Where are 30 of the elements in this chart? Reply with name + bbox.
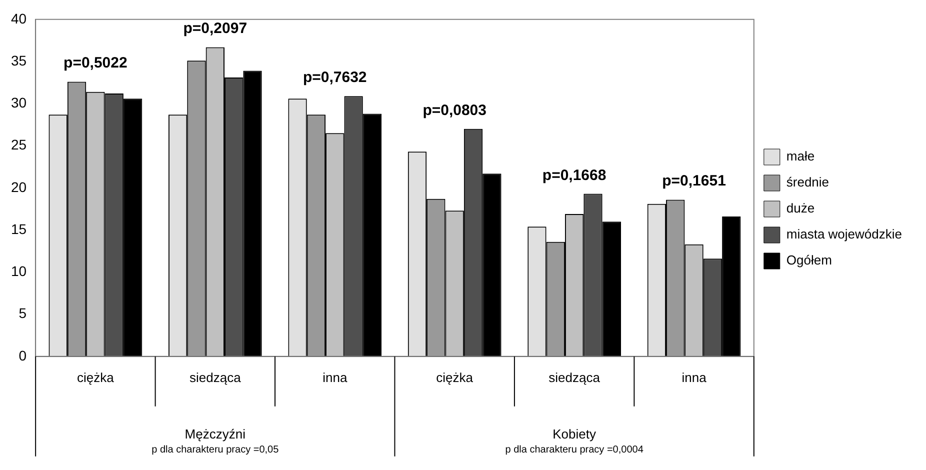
annotation: p=0,0803 xyxy=(422,102,486,119)
x-tick-label: inna xyxy=(322,370,348,385)
text: Mężczyźni xyxy=(184,426,246,442)
legend-label: duże xyxy=(786,200,815,216)
x-tick-label: siedząca xyxy=(189,370,242,385)
y-tick-label: 5 xyxy=(18,305,27,322)
y-tick-label: 15 xyxy=(10,220,27,237)
x-tick-label: ciężka xyxy=(436,370,474,385)
legend-label: małe xyxy=(786,148,815,164)
annotation: p=0,5022 xyxy=(64,54,128,72)
annotation: p=0,7632 xyxy=(302,69,367,86)
y-tick-label: 25 xyxy=(10,136,27,153)
y-tick-label: 0 xyxy=(18,347,27,364)
y-tick-label: 35 xyxy=(10,52,27,68)
legend-label: Ogółem xyxy=(786,252,832,268)
legend-label: średnie xyxy=(786,174,830,190)
x-tick-label: inna xyxy=(682,370,708,385)
x-tick-label: ciężka xyxy=(77,370,115,385)
annotation: p=0,1668 xyxy=(542,166,606,184)
text: p dla charakteru pracy =0,0004 xyxy=(505,444,644,456)
text: Kobiety xyxy=(552,426,596,442)
text: p dla charakteru pracy =0,05 xyxy=(152,444,280,456)
y-tick-label: 30 xyxy=(10,94,27,111)
annotation: p=0,2097 xyxy=(183,20,248,38)
y-tick-label: 10 xyxy=(10,263,27,280)
y-tick-label: 40 xyxy=(10,10,27,26)
x-tick-label: siedząca xyxy=(548,370,601,385)
legend-label: miasta wojewódzkie xyxy=(786,226,902,242)
annotation: p=0,1651 xyxy=(662,172,726,190)
y-tick-label: 20 xyxy=(10,178,27,195)
